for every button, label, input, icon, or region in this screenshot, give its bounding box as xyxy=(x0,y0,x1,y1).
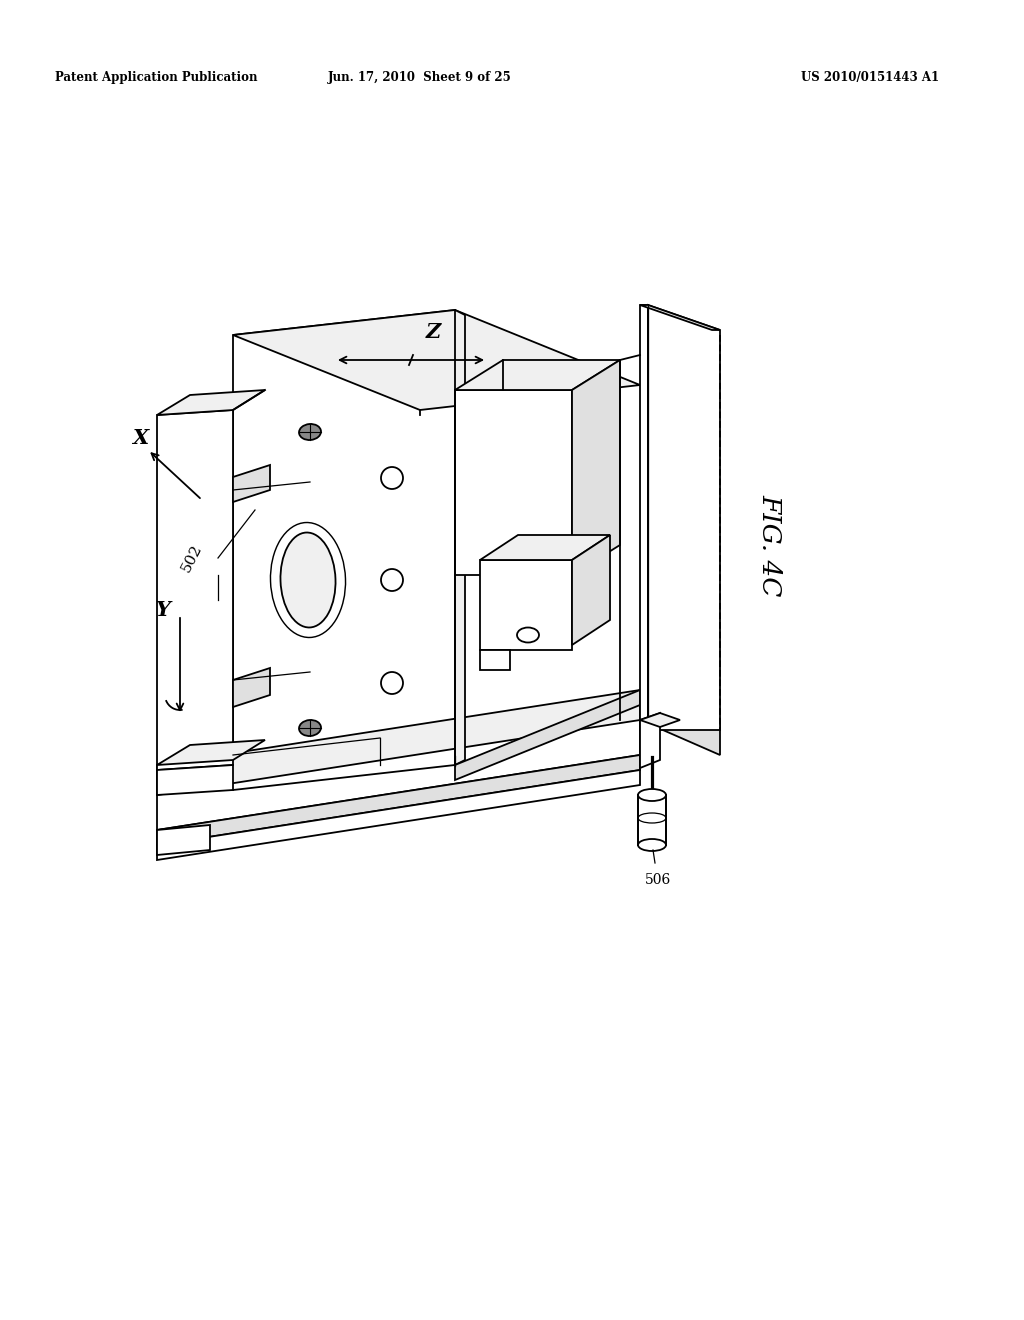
Polygon shape xyxy=(640,305,648,730)
Polygon shape xyxy=(157,411,233,770)
Polygon shape xyxy=(157,690,720,795)
Text: US 2010/0151443 A1: US 2010/0151443 A1 xyxy=(801,71,939,84)
Polygon shape xyxy=(157,825,210,855)
Polygon shape xyxy=(572,535,610,645)
Polygon shape xyxy=(157,755,640,845)
Text: FIG. 4C: FIG. 4C xyxy=(758,494,782,597)
Polygon shape xyxy=(455,690,640,780)
Polygon shape xyxy=(640,713,680,727)
Polygon shape xyxy=(233,465,270,502)
Ellipse shape xyxy=(299,719,321,737)
Polygon shape xyxy=(640,713,660,768)
Polygon shape xyxy=(480,535,610,560)
Ellipse shape xyxy=(281,532,336,627)
Polygon shape xyxy=(157,719,640,830)
Circle shape xyxy=(381,672,403,694)
Ellipse shape xyxy=(638,840,666,851)
Polygon shape xyxy=(233,310,455,789)
Polygon shape xyxy=(640,305,720,330)
Ellipse shape xyxy=(638,789,666,801)
Polygon shape xyxy=(480,649,510,671)
Polygon shape xyxy=(233,310,640,411)
Text: Z: Z xyxy=(425,322,440,342)
Polygon shape xyxy=(157,766,233,795)
Polygon shape xyxy=(233,668,270,708)
Text: Y: Y xyxy=(156,601,170,620)
Polygon shape xyxy=(157,741,265,766)
Text: Jun. 17, 2010  Sheet 9 of 25: Jun. 17, 2010 Sheet 9 of 25 xyxy=(328,71,512,84)
Polygon shape xyxy=(638,795,666,845)
Text: 506: 506 xyxy=(645,873,671,887)
Polygon shape xyxy=(648,305,720,730)
Polygon shape xyxy=(455,310,465,766)
Text: 502: 502 xyxy=(179,541,205,574)
Ellipse shape xyxy=(517,627,539,643)
Ellipse shape xyxy=(299,424,321,440)
Circle shape xyxy=(381,467,403,488)
Polygon shape xyxy=(640,690,720,755)
Polygon shape xyxy=(157,389,265,414)
Text: X: X xyxy=(132,428,148,447)
Circle shape xyxy=(381,569,403,591)
Polygon shape xyxy=(455,389,572,576)
Polygon shape xyxy=(480,560,572,649)
Polygon shape xyxy=(455,360,620,389)
Text: Patent Application Publication: Patent Application Publication xyxy=(55,71,257,84)
Polygon shape xyxy=(572,360,620,576)
Polygon shape xyxy=(157,770,640,861)
